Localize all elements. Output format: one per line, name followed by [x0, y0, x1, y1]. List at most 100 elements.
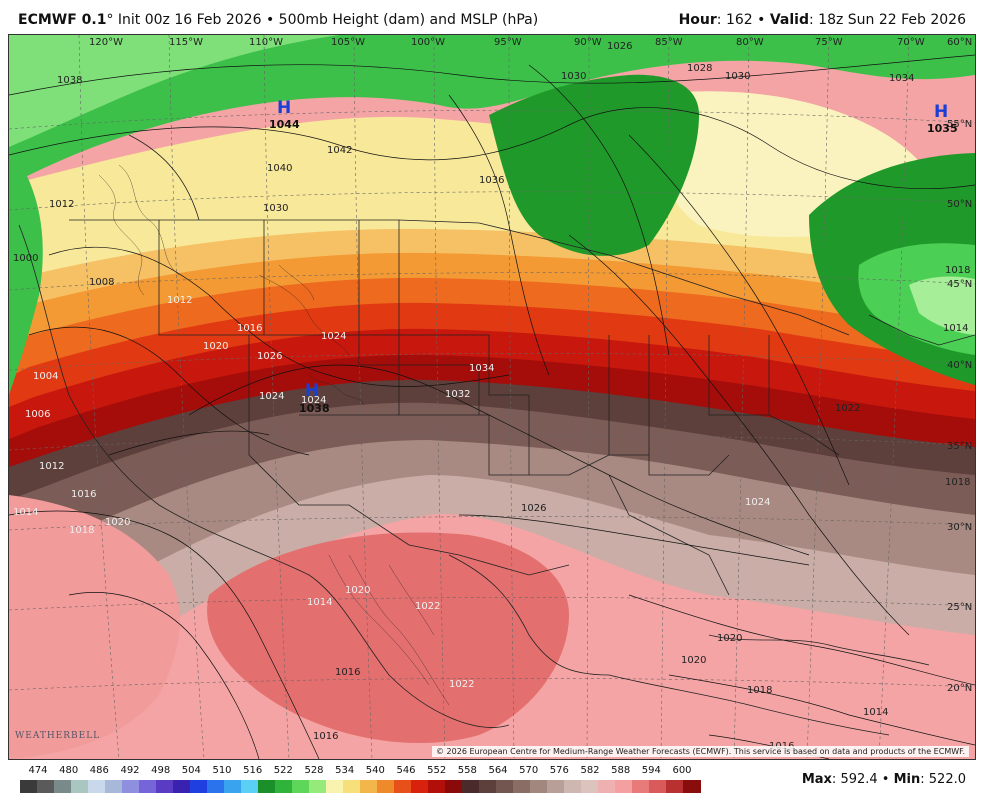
color-bar-swatch — [360, 780, 378, 793]
color-bar-label: 576 — [549, 765, 569, 776]
title-left: ECMWF 0.1° Init 00z 16 Feb 2026 • 500mb … — [18, 12, 538, 28]
color-bar-swatch — [139, 780, 157, 793]
color-bar-swatch — [37, 780, 55, 793]
color-bar-label: 564 — [488, 765, 508, 776]
high-pressure-value: 1044 — [269, 118, 300, 131]
color-bar-swatch — [666, 780, 684, 793]
pressure-centers: H 1044 H 1038 H 1035 — [269, 98, 958, 415]
hour-label: Hour — [678, 12, 717, 28]
lat-label: 20°N — [947, 683, 972, 694]
isobar-label: 1020 — [717, 633, 742, 644]
color-bar-label: 540 — [365, 765, 385, 776]
model-name: ECMWF 0.1 — [18, 12, 107, 28]
color-bar-label: 474 — [28, 765, 48, 776]
color-bar-swatch — [564, 780, 582, 793]
lat-label: 45°N — [947, 279, 972, 290]
color-bar-label: 510 — [212, 765, 232, 776]
lon-label: 60°N — [947, 37, 972, 48]
isobar-label: 1036 — [479, 175, 504, 186]
color-bar-label: 486 — [89, 765, 109, 776]
lat-label: 35°N — [947, 441, 972, 452]
color-bar-swatch — [377, 780, 395, 793]
lat-label: 30°N — [947, 522, 972, 533]
isobar-label: 1024 — [321, 331, 346, 342]
valid-value: 18z Sun 22 Feb 2026 — [818, 12, 966, 28]
color-bar-swatch — [479, 780, 497, 793]
graticule — [9, 35, 975, 759]
color-bar-swatch — [683, 780, 701, 793]
isobar-label: 1014 — [307, 597, 332, 608]
lat-label: 50°N — [947, 199, 972, 210]
lat-labels: 55°N 50°N 45°N 40°N 35°N 30°N 25°N 20°N — [947, 119, 972, 694]
weather-map[interactable]: 120°W 115°W 110°W 105°W 100°W 95°W 90°W … — [8, 34, 976, 760]
color-bar-label: 594 — [641, 765, 661, 776]
color-bar-swatch — [615, 780, 633, 793]
color-bar-label: 480 — [59, 765, 79, 776]
isobar-label: 1018 — [945, 265, 970, 276]
lat-label: 25°N — [947, 602, 972, 613]
isobar-label: 1016 — [237, 323, 262, 334]
isobar-label: 1032 — [445, 389, 470, 400]
lon-label: 70°W — [897, 37, 925, 48]
color-bar-swatch — [581, 780, 599, 793]
isobar-label: 1030 — [725, 71, 750, 82]
color-bar-swatch — [445, 780, 463, 793]
isobar-label: 1020 — [105, 517, 130, 528]
field-name: 500mb Height (dam) and MSLP (hPa) — [278, 12, 539, 28]
isobar-label: 1034 — [469, 363, 494, 374]
lon-label: 90°W — [574, 37, 602, 48]
color-bar-label: 570 — [519, 765, 539, 776]
isobar-label: 1014 — [13, 507, 38, 518]
high-pressure-symbol: H — [305, 381, 319, 401]
color-bar-label: 492 — [120, 765, 140, 776]
color-bar-label: 504 — [181, 765, 201, 776]
isobar-label: 1034 — [889, 73, 914, 84]
color-bar-swatch — [224, 780, 242, 793]
map-canvas: 120°W 115°W 110°W 105°W 100°W 95°W 90°W … — [9, 35, 975, 759]
color-bar-label: 516 — [243, 765, 263, 776]
isobar-label: 1012 — [39, 461, 64, 472]
isobar-label: 1028 — [687, 63, 712, 74]
color-bar-swatch — [88, 780, 106, 793]
high-pressure-value: 1038 — [299, 402, 330, 415]
isobar-label: 1022 — [835, 403, 860, 414]
isobar-label: 1004 — [33, 371, 58, 382]
isobar-label: 1014 — [863, 707, 888, 718]
color-bar-swatch — [20, 780, 38, 793]
lon-labels: 120°W 115°W 110°W 105°W 100°W 95°W 90°W … — [89, 37, 972, 48]
color-bar-swatch — [462, 780, 480, 793]
hour-value: 162 — [725, 12, 753, 28]
color-bar-label: 528 — [304, 765, 324, 776]
color-bar-label: 522 — [273, 765, 293, 776]
color-bar-label: 552 — [427, 765, 447, 776]
color-bar-swatch — [394, 780, 412, 793]
footer: 474 480 486 492 498 504 510 516 522 528 534 540 546 5… — [0, 760, 984, 808]
isobar-label: 1020 — [203, 341, 228, 352]
header: ECMWF 0.1° Init 00z 16 Feb 2026 • 500mb … — [0, 0, 984, 34]
bullet-sep: • — [265, 12, 275, 28]
lon-label: 75°W — [815, 37, 843, 48]
high-pressure-symbol: H — [934, 102, 948, 122]
weatherbell-logo: WEATHERBELL — [15, 731, 101, 741]
lon-label: 120°W — [89, 37, 123, 48]
color-bar-swatch — [292, 780, 310, 793]
lon-label: 95°W — [494, 37, 522, 48]
lon-label: 85°W — [655, 37, 683, 48]
lon-label: 110°W — [249, 37, 283, 48]
isobar-label: 1016 — [335, 667, 360, 678]
color-bar-swatch — [632, 780, 650, 793]
isobar-label: 1008 — [89, 277, 114, 288]
color-bar-label: 558 — [457, 765, 477, 776]
lon-label: 105°W — [331, 37, 365, 48]
copyright-notice: © 2026 European Centre for Medium-Range … — [432, 746, 969, 757]
color-bar-swatch — [190, 780, 208, 793]
color-bar-swatch — [54, 780, 72, 793]
terrain-contours — [98, 164, 450, 706]
isobar-label: 1012 — [167, 295, 192, 306]
isobar-label: 1020 — [681, 655, 706, 666]
max-label: Max — [801, 772, 832, 787]
high-pressure-value: 1035 — [927, 122, 958, 135]
color-bar-swatch — [71, 780, 89, 793]
color-bar-swatch — [513, 780, 531, 793]
lon-label: 80°W — [736, 37, 764, 48]
